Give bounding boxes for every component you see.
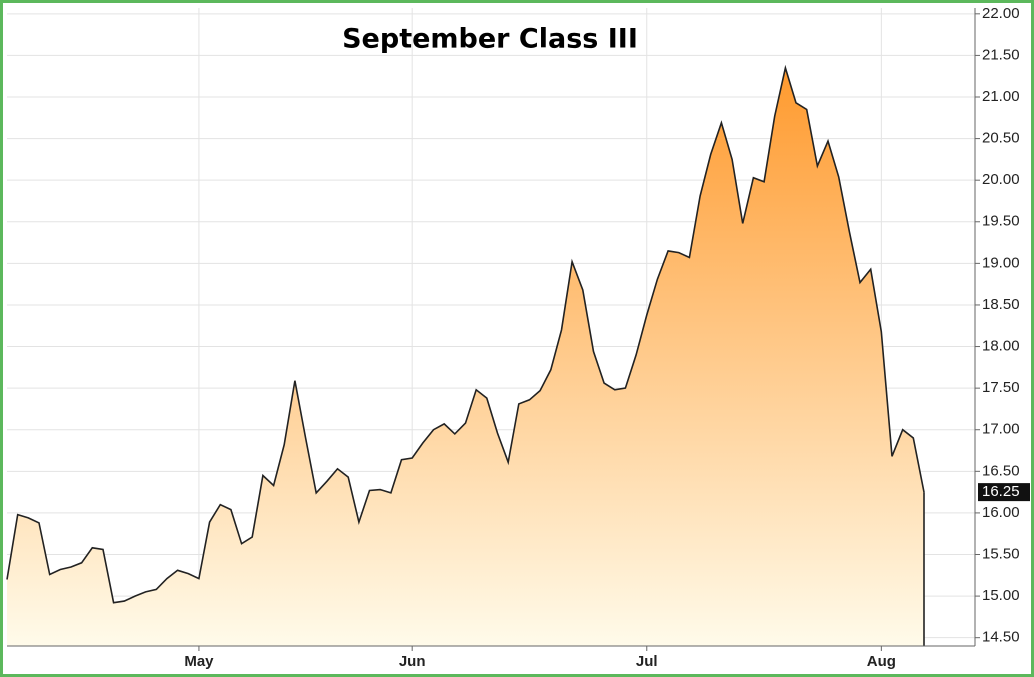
chart-title: September Class III xyxy=(342,24,638,55)
y-tick-label: 18.00 xyxy=(982,338,1020,355)
y-tick-label: 15.50 xyxy=(982,545,1020,562)
x-tick-label: May xyxy=(184,653,214,670)
y-tick-label: 16.50 xyxy=(982,462,1020,479)
x-tick-label: Aug xyxy=(867,653,896,670)
y-tick-label: 19.50 xyxy=(982,213,1020,230)
y-tick-label: 21.50 xyxy=(982,46,1020,63)
y-tick-label: 20.50 xyxy=(982,130,1020,147)
y-tick-label: 16.00 xyxy=(982,504,1020,521)
plot xyxy=(6,64,925,646)
x-tick-label: Jul xyxy=(636,653,658,670)
y-tick-label: 18.50 xyxy=(982,296,1020,313)
y-tick-label: 14.50 xyxy=(982,629,1020,646)
x-tick-label: Jun xyxy=(399,653,426,670)
y-tick-label: 19.00 xyxy=(982,254,1020,271)
y-tick-label: 17.00 xyxy=(982,421,1020,438)
y-tick-label: 15.00 xyxy=(982,587,1020,604)
area-line xyxy=(6,64,925,604)
area-fill xyxy=(7,67,924,646)
axes: 14.50 15.00 15.50 16.00 16.50 17.00 17.50 18.00… xyxy=(7,5,1030,670)
y-tick-label: 17.50 xyxy=(982,379,1020,396)
last-value-box xyxy=(978,483,1030,502)
y-tick-label: 22.00 xyxy=(982,5,1020,22)
last-value-label: 16.25 xyxy=(982,483,1020,500)
y-tick-label: 21.00 xyxy=(982,88,1020,105)
y-tick-label: 20.00 xyxy=(982,171,1020,188)
